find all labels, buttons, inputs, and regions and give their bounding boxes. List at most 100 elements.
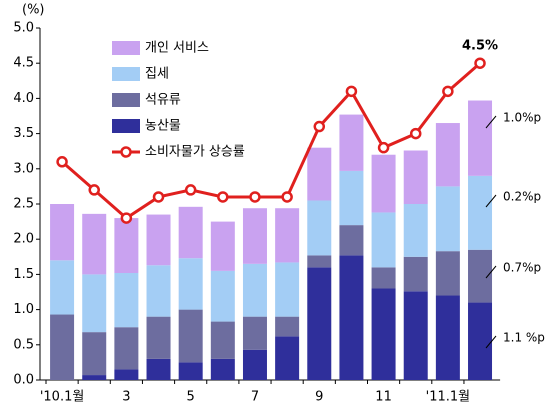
bar-segment [178,362,203,380]
bar-segment [146,358,171,380]
line-marker [152,191,165,203]
line-marker [474,57,486,69]
bar-segment [50,204,75,261]
y-tick-label: 5.0 [13,21,34,36]
bar-segment [210,221,235,271]
bar-segment [403,256,428,292]
bar-segment [275,208,300,263]
bar-segment [468,100,493,176]
legend-label: 개인 서비스 [145,41,209,56]
line-marker [345,85,358,98]
bar-segment [242,208,267,264]
y-tick-label: 2.5 [13,197,34,212]
bar-segment [242,316,267,350]
bar-segment [403,150,428,204]
legend-swatch [112,41,140,55]
bar-segment [114,272,139,328]
x-tick-label: 11 [375,390,392,405]
legend-swatch [112,93,140,107]
annotation-pointer [485,335,497,349]
annotation-pointer [485,265,497,279]
line-marker [217,191,229,203]
bar-segment [275,336,300,380]
bar-segment [371,267,396,289]
bar-segment [242,263,267,317]
legend-label: 소비자물가 상승률 [145,145,245,160]
bar-segment [371,154,396,213]
annotation: 0.7%p [503,261,541,275]
bar-segment [307,255,332,268]
bar-segment [210,358,235,380]
annotation-pointer [485,194,497,208]
y-tick-label: 3.0 [13,161,34,176]
bar-segment [339,170,364,226]
y-tick-label: 0.0 [13,373,34,388]
bar-segment [468,175,493,250]
line-marker [313,120,326,133]
bar-segment [435,295,460,380]
y-tick-label: 4.0 [13,91,34,106]
bar-segment [210,321,235,359]
bar-segment [339,114,364,171]
line-marker [442,85,454,98]
bar-segment [435,123,460,187]
bar-segment [146,316,171,359]
bar-segment [82,213,107,275]
y-tick-label: 1.5 [13,267,34,282]
bar-segment [468,302,493,380]
bar-segment [403,291,428,380]
line-marker [184,184,197,196]
bar-segment [114,218,139,273]
bar-segment [307,267,332,380]
bar-segment [82,375,107,380]
annotation: 0.2%p [503,190,541,204]
x-tick-label: 5 [187,390,195,405]
bar-segment [339,255,364,380]
line-marker [120,212,133,224]
bar-segment [210,270,235,322]
legend-swatch [112,67,140,81]
x-tick-label: '11.1월 [426,390,470,405]
line-marker [56,156,68,168]
y-tick-label: 1.0 [13,302,34,317]
line-marker [249,191,261,203]
line [61,62,482,220]
bar-segment [178,258,203,310]
bar-segment [371,212,396,268]
y-tick-label: 4.5 [13,56,34,71]
x-tick-label: '10.1월 [40,390,84,405]
bar-segment [178,206,203,259]
bar-segment [468,249,493,303]
bar-segment [307,147,332,201]
bar-segment [114,369,139,380]
bar-segment [403,204,428,257]
bar-segment [82,274,107,333]
bar-segment [50,314,75,380]
legend-label: 집세 [145,67,169,82]
bar-segment [146,265,171,317]
bar-segment [435,186,460,252]
bar-segment [275,316,300,337]
bar-segment [82,332,107,376]
annotation-pointer [485,115,497,129]
legend-marker [120,146,132,158]
line-marker [409,127,422,140]
bar-segment [371,288,396,380]
y-axis-label: (%) [22,3,45,18]
bar-segment [307,200,332,256]
bar-segment [50,260,75,315]
bar-segment [114,327,139,370]
annotation: 1.1 %p [503,331,545,345]
x-tick-label: 3 [122,390,130,405]
bar-segment [178,309,203,363]
bar-segment [275,262,300,317]
legend-swatch [112,119,140,133]
line-marker [377,141,390,154]
line-marker [88,184,100,196]
bar-segment [435,251,460,296]
bar-segment [146,214,171,266]
bar-segment [242,349,267,380]
data-label: 4.5% [462,39,498,54]
legend-label: 석유류 [145,93,181,108]
